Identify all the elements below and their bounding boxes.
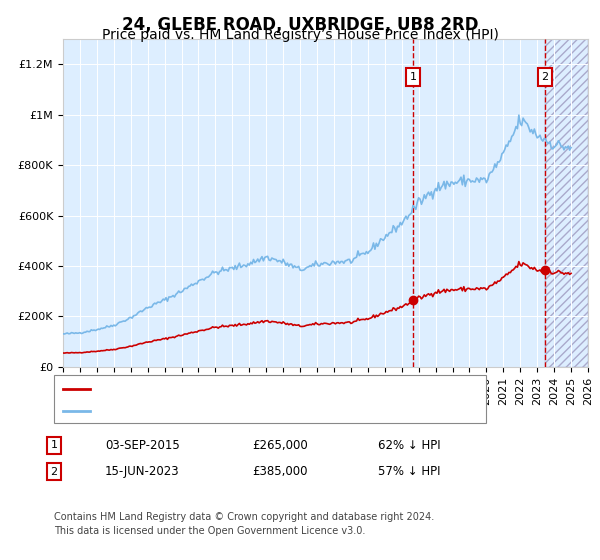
- Text: 2: 2: [541, 72, 548, 82]
- Bar: [545, 39, 588, 367]
- Text: 03-SEP-2015: 03-SEP-2015: [105, 438, 180, 452]
- Text: 24, GLEBE ROAD, UXBRIDGE, UB8 2RD: 24, GLEBE ROAD, UXBRIDGE, UB8 2RD: [122, 16, 478, 34]
- Text: 62% ↓ HPI: 62% ↓ HPI: [378, 438, 440, 452]
- Text: 1: 1: [410, 72, 416, 82]
- Text: 1: 1: [50, 440, 58, 450]
- Text: £265,000: £265,000: [252, 438, 308, 452]
- Text: Price paid vs. HM Land Registry’s House Price Index (HPI): Price paid vs. HM Land Registry’s House …: [101, 28, 499, 42]
- Text: £385,000: £385,000: [252, 465, 308, 478]
- Text: 2: 2: [50, 466, 58, 477]
- Text: 57% ↓ HPI: 57% ↓ HPI: [378, 465, 440, 478]
- Text: 24, GLEBE ROAD, UXBRIDGE, UB8 2RD (detached house): 24, GLEBE ROAD, UXBRIDGE, UB8 2RD (detac…: [95, 384, 419, 394]
- Text: 15-JUN-2023: 15-JUN-2023: [105, 465, 179, 478]
- Text: Contains HM Land Registry data © Crown copyright and database right 2024.
This d: Contains HM Land Registry data © Crown c…: [54, 512, 434, 536]
- Text: HPI: Average price, detached house, Hillingdon: HPI: Average price, detached house, Hill…: [95, 406, 364, 416]
